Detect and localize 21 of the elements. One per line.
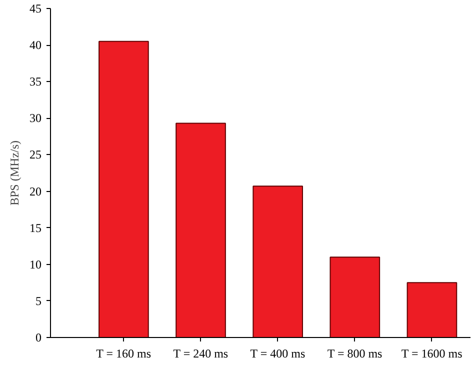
x-tick-label: T = 240 ms (173, 346, 228, 360)
x-tick-label: T = 1600 ms (401, 346, 463, 360)
y-axis-title: BPS (MHz/s) (8, 140, 22, 206)
x-tick-label: T = 160 ms (96, 346, 152, 360)
bar (176, 122, 226, 338)
bar (98, 40, 149, 338)
y-tick-label: 30 (30, 111, 42, 126)
y-tick-label: 10 (30, 257, 42, 272)
y-tick-label: 20 (30, 184, 42, 198)
y-tick-label: 40 (30, 38, 42, 52)
y-tick-label: 15 (30, 220, 42, 235)
y-tick-label: 35 (30, 74, 42, 89)
bar (406, 282, 458, 338)
y-tick-label: 5 (36, 294, 42, 308)
y-tick-label: 0 (36, 330, 42, 344)
bar (330, 256, 380, 338)
y-tick-label: 45 (30, 2, 42, 16)
x-tick-label: T = 400 ms (250, 346, 306, 360)
y-tick-label: 25 (30, 148, 42, 162)
x-tick-label: T = 800 ms (327, 346, 383, 360)
bar (252, 186, 303, 338)
